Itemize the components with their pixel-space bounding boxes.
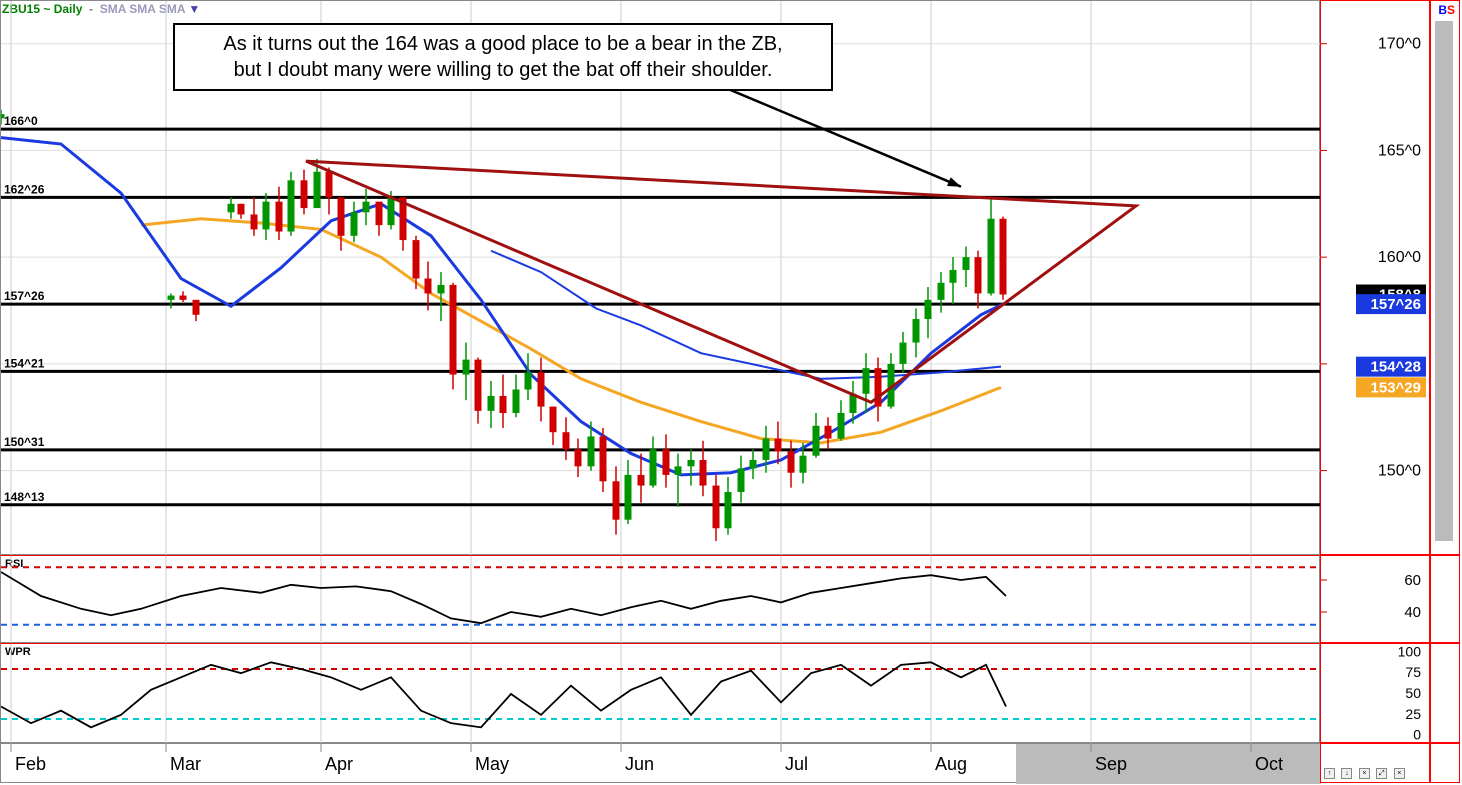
svg-text:Aug: Aug [935,754,967,774]
svg-text:155^0: 155^0 [1378,356,1421,373]
svg-text:166^0: 166^0 [4,114,38,128]
bs-label: BS [1438,3,1455,17]
toolbar: ↑ ↓ × ⤢ × [1323,762,1406,780]
svg-text:Apr: Apr [325,754,353,774]
svg-text:Jul: Jul [785,754,808,774]
right-strip-rsi [1430,555,1460,643]
svg-text:May: May [475,754,509,774]
time-axis-right: ↑ ↓ × ⤢ × [1320,743,1430,783]
rsi-axis: 60 40 [1320,555,1430,643]
main-price-chart[interactable]: 166^0 162^26 157^26 154^21 150^31 148^13 As i… [0,0,1320,555]
svg-text:157^26: 157^26 [4,289,45,303]
wpr-label: WPR [5,646,31,658]
svg-text:Mar: Mar [170,754,201,774]
price-axis: 170^0 165^0 160^0 155^0 150^0 158^8157^26 154^… [1320,0,1430,555]
svg-text:Jun: Jun [625,754,654,774]
right-strip: BS [1430,0,1460,555]
svg-text:160^0: 160^0 [1378,249,1421,266]
svg-text:40: 40 [1404,604,1421,621]
svg-text:75: 75 [1405,664,1421,680]
toolbar-btn-4[interactable]: ⤢ [1376,768,1387,779]
wpr-panel[interactable]: WPR [0,643,1320,743]
annotation-line1: As it turns out the 164 was a good place… [189,31,817,57]
rsi-label: RSI [5,558,23,570]
svg-text:150^31: 150^31 [4,435,45,449]
svg-text:150^0: 150^0 [1378,463,1421,480]
svg-text:162^26: 162^26 [4,182,45,196]
svg-text:0: 0 [1413,727,1421,743]
wpr-axis: 100 75 50 25 0 [1320,643,1430,743]
svg-text:25: 25 [1405,706,1421,722]
svg-text:50: 50 [1405,685,1421,701]
chart-container: ZBU15 ~ Daily - SMA SMA SMA ▼ 166^0162^2… [0,0,1462,785]
svg-text:157^26: 157^26 [1371,296,1421,313]
svg-text:100: 100 [1398,644,1422,659]
svg-text:154^28: 154^28 [1371,359,1421,376]
svg-text:148^13: 148^13 [4,490,45,504]
svg-text:153^29: 153^29 [1371,379,1421,396]
toolbar-btn-5[interactable]: × [1394,768,1405,779]
svg-text:154^21: 154^21 [4,356,45,370]
time-axis[interactable]: Feb Mar Apr May Jun Jul Aug Sep Oct [0,743,1320,783]
svg-text:60: 60 [1404,572,1421,589]
annotation-callout: As it turns out the 164 was a good place… [173,23,833,91]
right-strip-time [1430,743,1460,783]
svg-text:165^0: 165^0 [1378,142,1421,159]
scroll-bar-icon[interactable] [1435,21,1453,541]
svg-text:158^8: 158^8 [1379,287,1421,304]
svg-text:170^0: 170^0 [1378,36,1421,53]
toolbar-btn-2[interactable]: ↓ [1341,768,1352,779]
rsi-panel[interactable]: RSI [0,555,1320,643]
svg-text:Oct: Oct [1255,754,1283,774]
toolbar-btn-3[interactable]: × [1359,768,1370,779]
toolbar-btn-1[interactable]: ↑ [1324,768,1335,779]
annotation-line2: but I doubt many were willing to get the… [189,57,817,83]
svg-text:Sep: Sep [1095,754,1127,774]
svg-text:Feb: Feb [15,754,46,774]
right-strip-wpr [1430,643,1460,743]
